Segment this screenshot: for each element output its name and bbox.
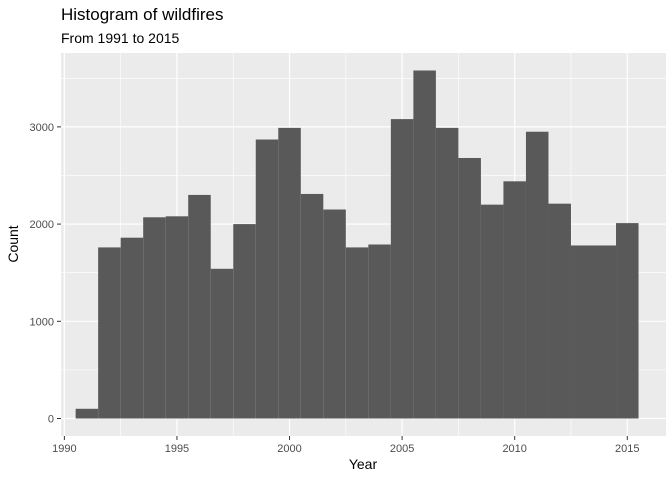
y-axis-title: Count [5,225,21,262]
histogram-bar [233,224,256,419]
histogram-bar [278,127,301,419]
x-tick-label: 1990 [52,443,76,455]
y-tick-label: 1000 [30,316,54,328]
histogram-bar [255,139,279,419]
histogram-bar [616,223,639,419]
axis-ticks: 1990 1995 2000 2005 2010 2015 0 1000 2000 3000 [30,122,640,455]
chart-title: Histogram of wildfires [61,5,224,24]
x-axis-title: Year [349,456,378,472]
y-tick-label: 3000 [30,122,54,134]
histogram-bar [345,247,369,419]
y-tick-label: 2000 [30,219,54,231]
histogram-bar [368,244,391,419]
x-tick-label: 1995 [165,443,189,455]
histogram-bar [480,204,504,419]
histogram-bar [188,194,211,419]
histogram-bar [503,181,526,419]
histogram-bar [75,408,99,419]
y-tick-label: 0 [48,414,54,426]
histogram-bar [525,131,549,419]
histogram-bar [593,245,617,419]
histogram-bar [120,237,144,419]
histogram-bar [570,245,594,419]
histogram-bar [210,268,234,419]
histogram-bar [413,70,436,419]
x-tick-label: 2015 [615,443,639,455]
x-tick-label: 2010 [502,443,526,455]
histogram-bar [458,157,481,419]
bars [75,70,639,419]
x-tick-label: 2005 [390,443,414,455]
histogram-bar [165,216,189,419]
histogram-bar [98,247,121,419]
histogram-bar [548,203,571,419]
x-tick-label: 2000 [277,443,301,455]
chart-subtitle: From 1991 to 2015 [61,30,180,46]
histogram-bar [435,127,459,419]
histogram-bar [143,217,166,419]
histogram-bar [300,193,324,419]
histogram-bar [390,119,414,419]
histogram-bar [323,209,346,419]
